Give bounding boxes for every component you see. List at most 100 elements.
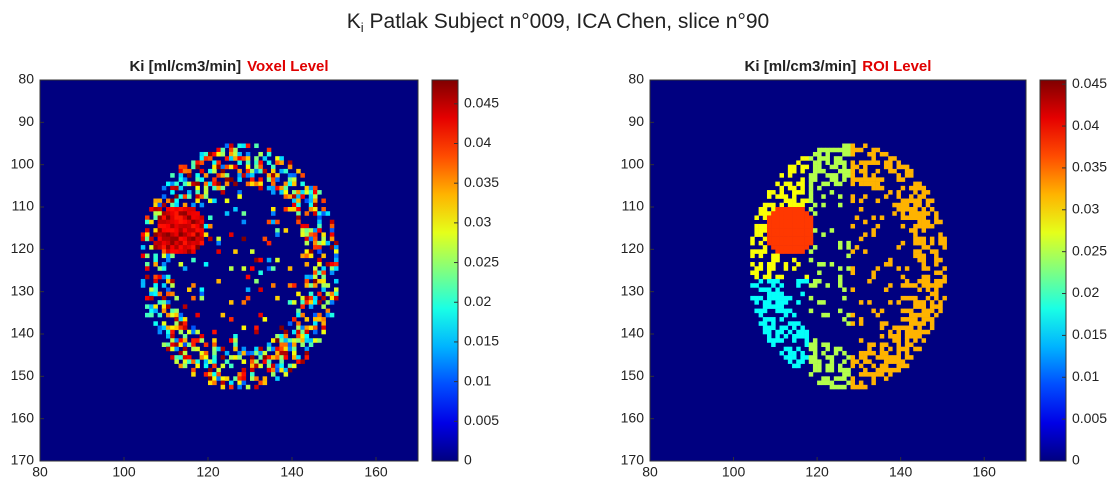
voxel [242, 173, 247, 178]
voxel [149, 313, 154, 318]
voxel [892, 359, 896, 364]
voxel [275, 232, 280, 237]
voxel [292, 355, 297, 360]
voxel [267, 177, 272, 182]
voxel [767, 262, 771, 267]
voxel [851, 160, 855, 165]
voxel [796, 237, 800, 242]
voxel [292, 182, 297, 187]
voxel [166, 199, 171, 204]
voxel [901, 211, 905, 216]
voxel [867, 152, 871, 157]
colorbar-tick-label: 0.04 [1072, 117, 1099, 133]
voxel [817, 152, 821, 157]
voxel [913, 313, 917, 318]
voxel [871, 351, 875, 356]
voxel [170, 338, 175, 343]
voxel [258, 364, 263, 369]
voxel [288, 177, 293, 182]
voxel [846, 372, 850, 377]
voxel [212, 376, 217, 381]
voxel [305, 211, 310, 216]
voxel [930, 207, 934, 212]
voxel [796, 228, 800, 233]
voxel [780, 224, 784, 229]
voxel [792, 186, 796, 191]
voxel [788, 182, 792, 187]
voxel [321, 296, 326, 301]
voxel [330, 313, 335, 318]
voxel [246, 165, 251, 170]
voxel [242, 376, 247, 381]
voxel [834, 177, 838, 182]
voxel [934, 292, 938, 297]
voxel [191, 326, 196, 331]
voxel [934, 296, 938, 301]
voxel [876, 313, 880, 318]
voxel [880, 372, 884, 377]
voxel [792, 338, 796, 343]
voxel [788, 203, 792, 208]
voxel [212, 372, 217, 377]
voxel [846, 152, 850, 157]
voxel [300, 194, 305, 199]
voxel [796, 359, 800, 364]
voxel [200, 355, 205, 360]
voxel [767, 334, 771, 339]
voxel [763, 224, 767, 229]
voxel [195, 182, 200, 187]
voxel [784, 182, 788, 187]
voxel [809, 177, 813, 182]
voxel [771, 338, 775, 343]
voxel [934, 287, 938, 292]
voxel [166, 241, 171, 246]
voxel [263, 169, 268, 174]
voxel [926, 309, 930, 314]
voxel [183, 351, 188, 356]
voxel [813, 355, 817, 360]
voxel [183, 220, 188, 225]
voxel [896, 368, 900, 373]
voxel [917, 186, 921, 191]
voxel [166, 334, 171, 339]
voxel [767, 266, 771, 271]
colorbar-tick-label: 0.01 [464, 372, 491, 388]
voxel [271, 364, 276, 369]
voxel [246, 351, 251, 356]
voxel [334, 292, 339, 297]
voxel [942, 241, 946, 246]
voxel [200, 287, 205, 292]
voxel [871, 173, 875, 178]
voxel [313, 203, 318, 208]
voxel [221, 186, 226, 191]
voxel [174, 203, 179, 208]
voxel [830, 228, 834, 233]
voxel [825, 160, 829, 165]
voxel [275, 186, 280, 191]
voxel [246, 160, 251, 165]
voxel [216, 347, 221, 352]
voxel [771, 317, 775, 322]
voxel [780, 228, 784, 233]
voxel [834, 160, 838, 165]
voxel [901, 165, 905, 170]
voxel [275, 228, 280, 233]
voxel [754, 249, 758, 254]
voxel [759, 228, 763, 233]
y-tick-label: 160 [11, 409, 35, 425]
voxel [784, 355, 788, 360]
voxel [892, 355, 896, 360]
voxel [263, 317, 268, 322]
voxel [917, 313, 921, 318]
voxel [784, 266, 788, 271]
voxel [863, 169, 867, 174]
voxel [162, 309, 167, 314]
voxel [195, 228, 200, 233]
voxel [300, 190, 305, 195]
voxel [153, 215, 158, 220]
voxel [158, 326, 163, 331]
voxel [195, 190, 200, 195]
voxel [334, 287, 339, 292]
voxel [288, 283, 293, 288]
voxel [279, 355, 284, 360]
